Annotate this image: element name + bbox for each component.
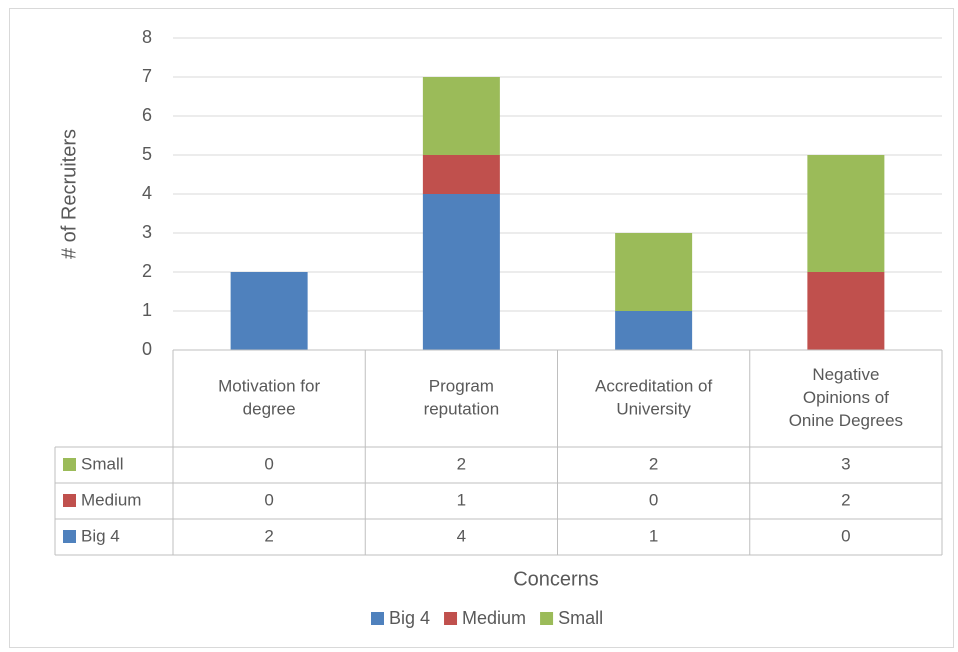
category-label: Accreditation of xyxy=(595,376,712,395)
table-cell-value: 3 xyxy=(841,454,850,473)
category-label: degree xyxy=(243,399,296,418)
y-tick-label: 7 xyxy=(142,66,152,86)
table-legend-key xyxy=(63,458,76,471)
legend-label: Medium xyxy=(462,608,526,628)
table-cell-value: 2 xyxy=(649,454,658,473)
y-axis-title: # of Recruiters xyxy=(58,129,80,259)
y-tick-label: 5 xyxy=(142,144,152,164)
y-tick-label: 2 xyxy=(142,261,152,281)
table-cell-value: 2 xyxy=(841,490,850,509)
table-cell-value: 2 xyxy=(264,526,273,545)
legend-label: Big 4 xyxy=(389,608,430,628)
y-tick-label: 3 xyxy=(142,222,152,242)
bar-small xyxy=(807,155,885,272)
bar-big-4 xyxy=(230,272,308,350)
bar-medium xyxy=(807,272,885,350)
table-series-label: Big 4 xyxy=(81,526,120,545)
table-cell-value: 0 xyxy=(264,454,273,473)
y-tick-label: 8 xyxy=(142,27,152,47)
bar-small xyxy=(422,77,500,155)
x-axis-title: Concerns xyxy=(513,568,599,590)
y-tick-label: 1 xyxy=(142,300,152,320)
category-label: Motivation for xyxy=(218,376,320,395)
table-cell-value: 1 xyxy=(457,490,466,509)
table-legend-key xyxy=(63,530,76,543)
table-legend-key xyxy=(63,494,76,507)
bar-medium xyxy=(422,155,500,194)
category-label: Program xyxy=(429,376,494,395)
category-label: Negative xyxy=(812,365,879,384)
legend-key xyxy=(444,612,458,625)
table-cell-value: 0 xyxy=(649,490,658,509)
category-label: University xyxy=(616,399,691,418)
y-tick-label: 6 xyxy=(142,105,152,125)
y-tick-label: 0 xyxy=(142,339,152,359)
table-series-label: Medium xyxy=(81,490,141,509)
chart-frame xyxy=(9,8,954,648)
table-cell-value: 0 xyxy=(264,490,273,509)
table-series-label: Small xyxy=(81,454,124,473)
table-cell-value: 4 xyxy=(457,526,466,545)
legend-key xyxy=(540,612,554,625)
bar-small xyxy=(615,233,693,311)
category-label: Opinions of xyxy=(803,388,889,407)
y-tick-label: 4 xyxy=(142,183,152,203)
table-cell-value: 2 xyxy=(457,454,466,473)
table-cell-value: 1 xyxy=(649,526,658,545)
bar-big-4 xyxy=(422,194,500,350)
table-cell-value: 0 xyxy=(841,526,850,545)
bar-big-4 xyxy=(615,311,693,350)
legend-label: Small xyxy=(558,608,603,628)
category-label: reputation xyxy=(424,399,500,418)
category-label: Onine Degrees xyxy=(789,411,903,430)
legend-key xyxy=(371,612,384,625)
